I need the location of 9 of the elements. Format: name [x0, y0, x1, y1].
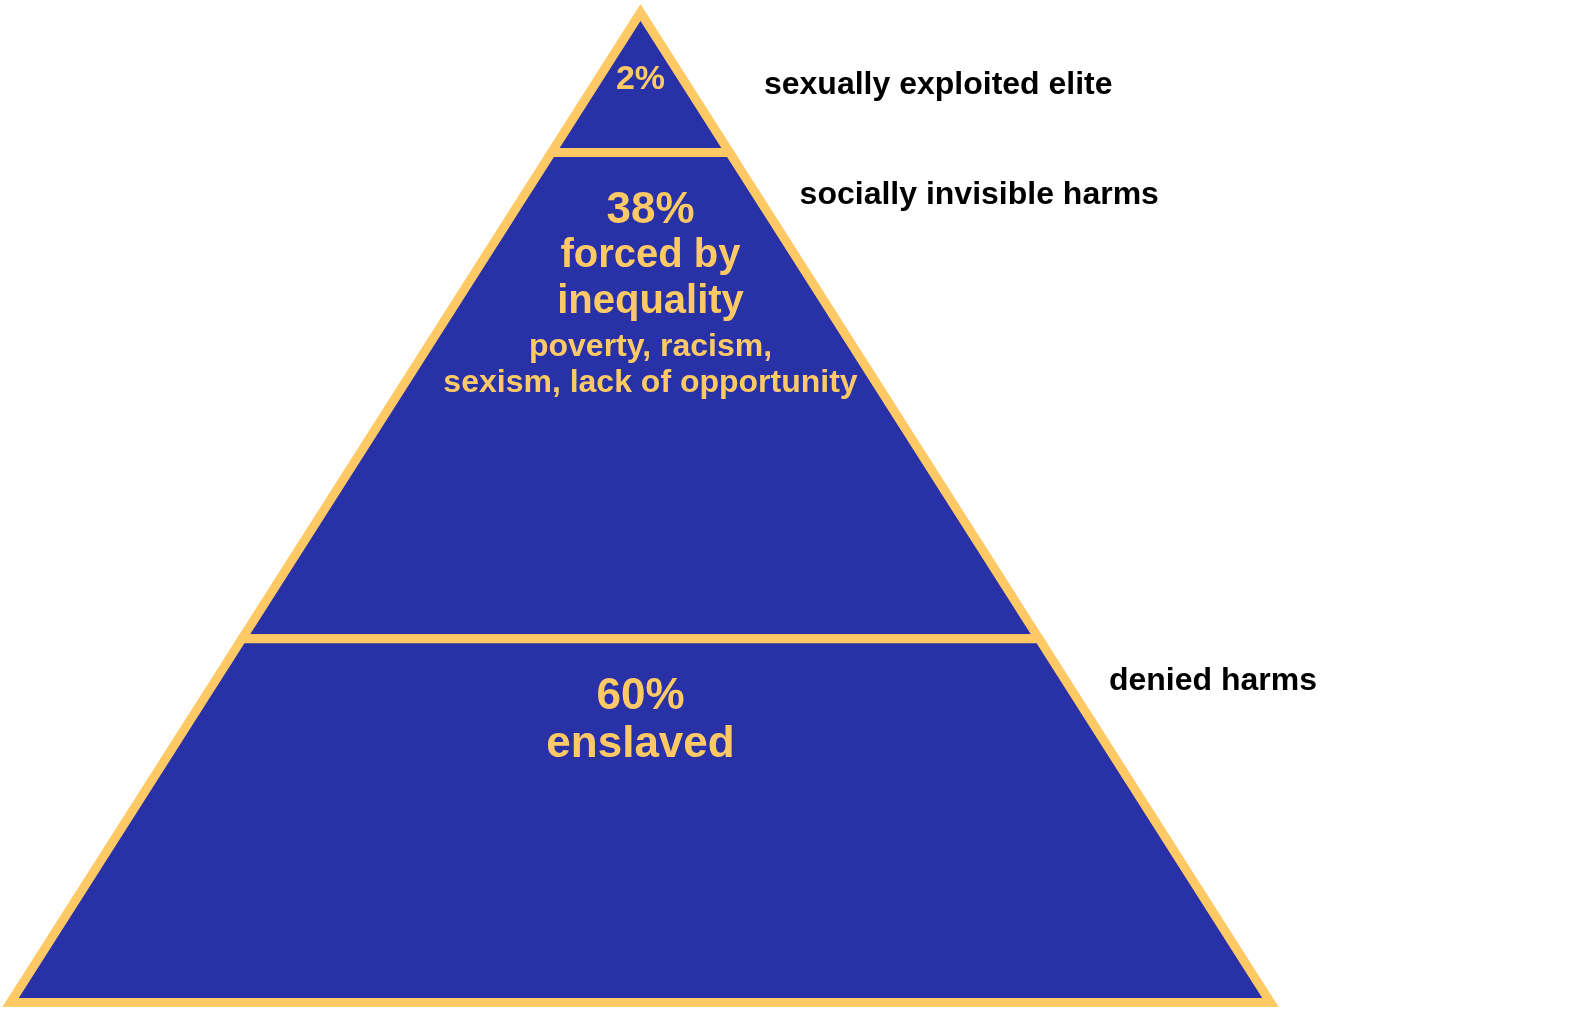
text: enslaved [546, 716, 735, 766]
text: poverty, racism, sexism, lack of opportunity [443, 326, 858, 400]
category-label: sexually exploited elite [763, 64, 1113, 101]
data-label: 60% [596, 668, 685, 718]
category-label: socially invisible harms [799, 174, 1159, 211]
data-label: 38% [606, 182, 695, 232]
data-label: 2% [615, 57, 666, 96]
text: forced by inequality [557, 230, 745, 321]
category-label: denied harms [1108, 660, 1318, 697]
